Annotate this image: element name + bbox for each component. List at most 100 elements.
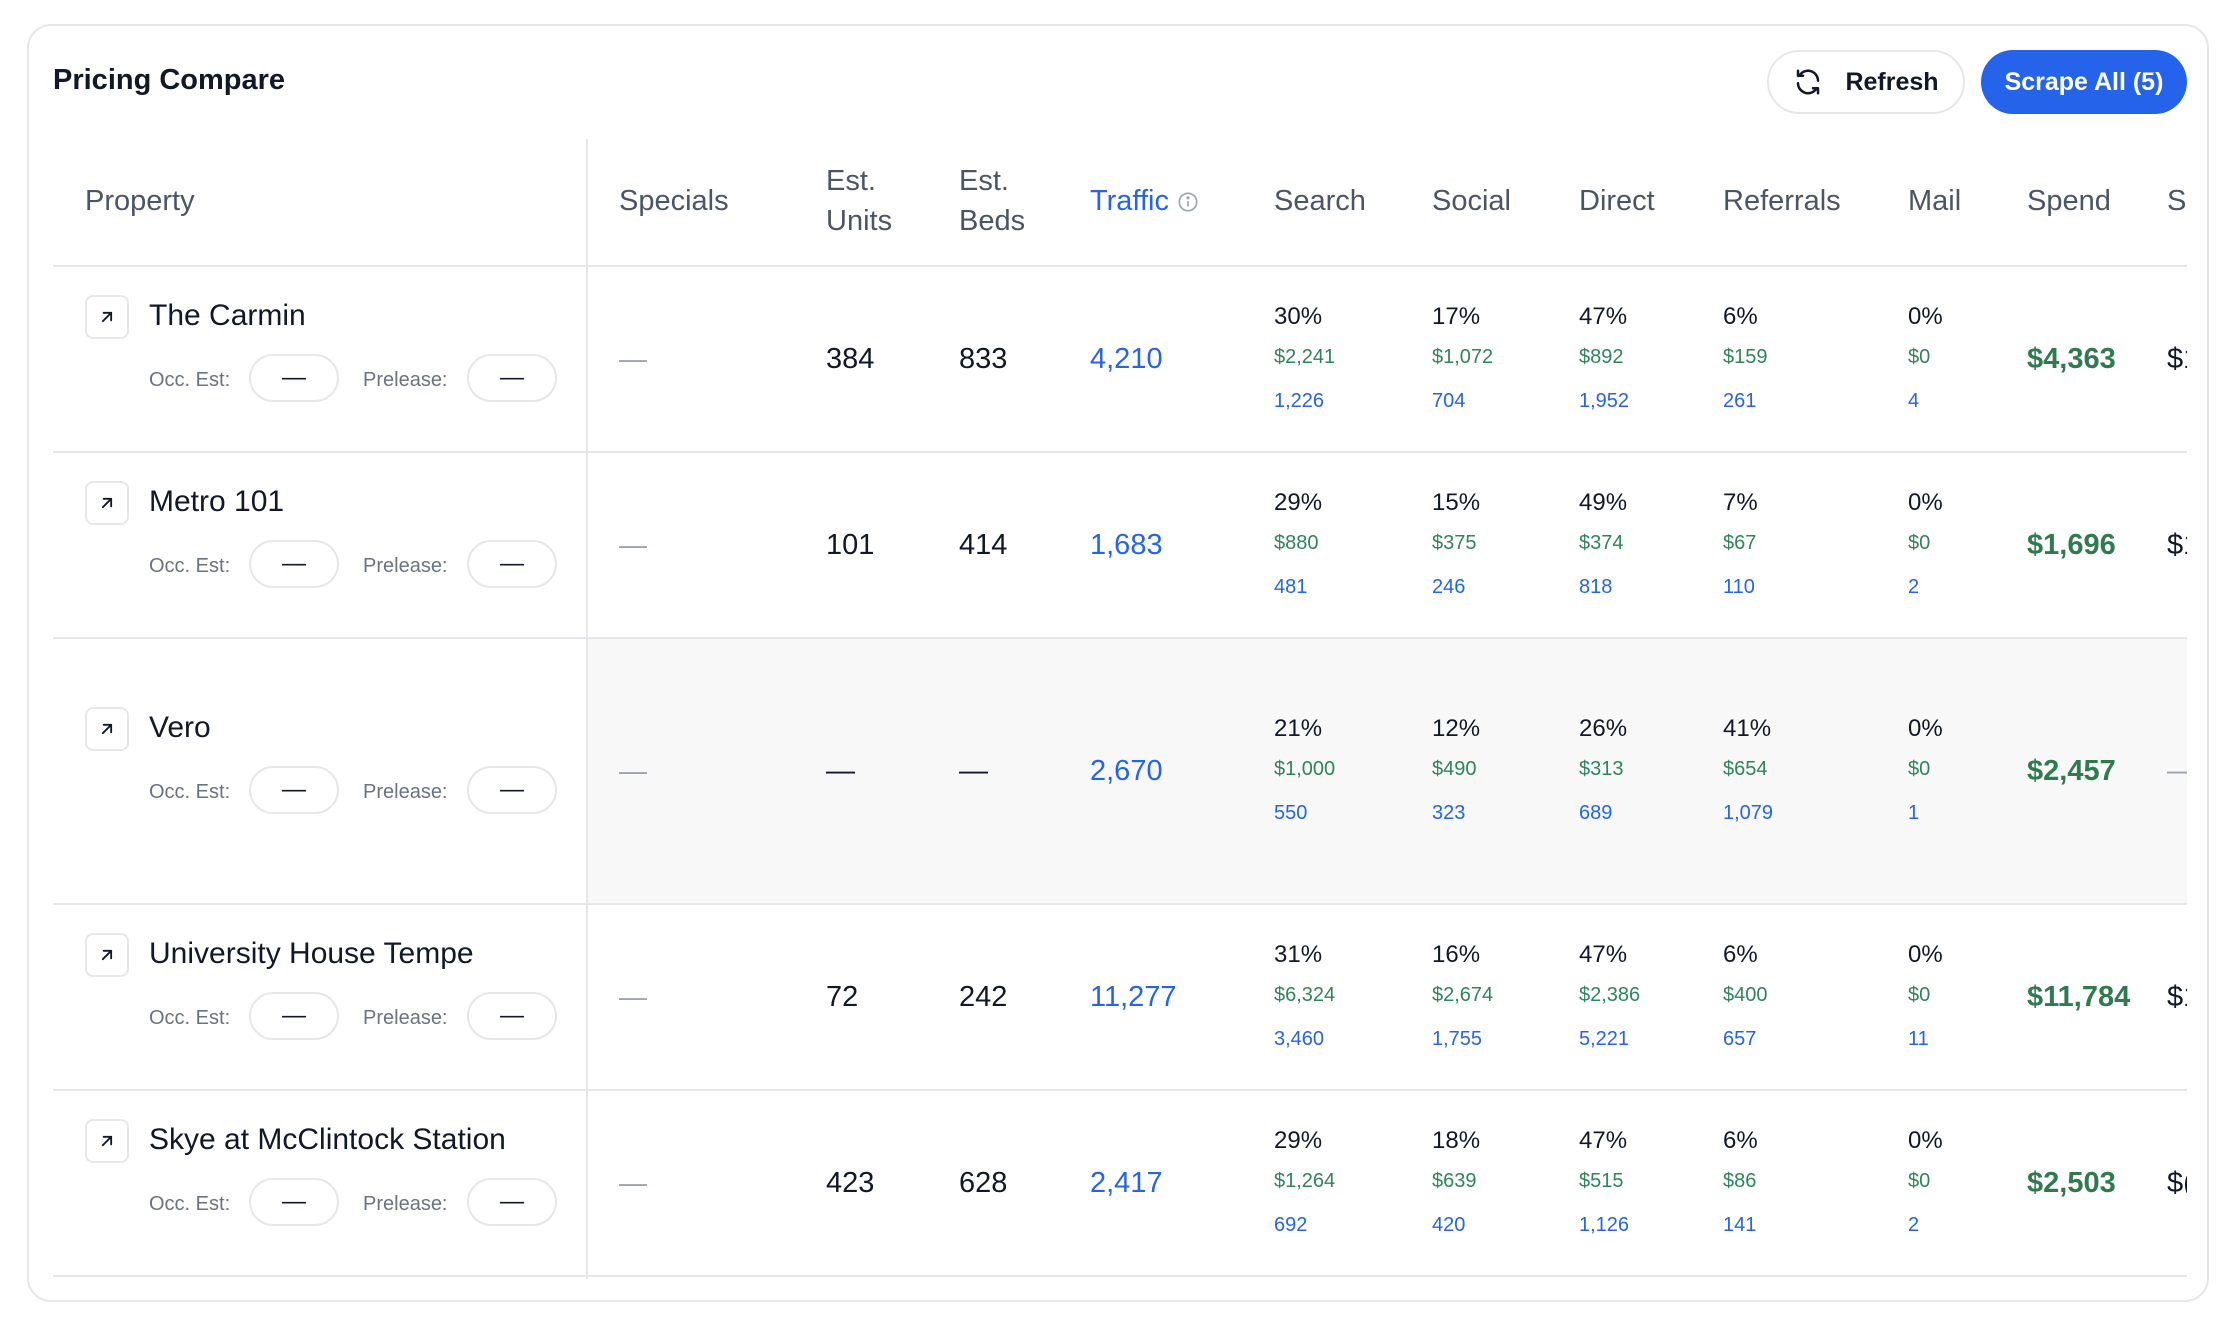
- referrals-traffic: 141: [1723, 1214, 1757, 1236]
- prelease-label: Prelease:: [363, 1007, 448, 1029]
- est-beds-value: 414: [959, 529, 1008, 561]
- est-units-value: —: [826, 755, 855, 787]
- arrow-up-right-icon: [101, 311, 113, 323]
- occ-est-field[interactable]: —: [249, 540, 339, 588]
- search-pct: 30%: [1274, 303, 1323, 330]
- search-spend: $2,241: [1274, 346, 1336, 368]
- property-column-divider: [586, 139, 588, 1279]
- header-referrals[interactable]: Referrals: [1723, 185, 1841, 217]
- referrals-pct: 7%: [1723, 489, 1758, 516]
- referrals-traffic: 657: [1723, 1028, 1757, 1050]
- occ-est-label: Occ. Est:: [149, 369, 231, 391]
- direct-pct: 47%: [1579, 303, 1628, 330]
- mail-traffic: 2: [1908, 576, 1920, 598]
- social-pct: 16%: [1432, 941, 1481, 968]
- direct-pct: 47%: [1579, 941, 1628, 968]
- header-search[interactable]: Search: [1274, 185, 1366, 217]
- header-specials[interactable]: Specials: [619, 185, 729, 217]
- table-header: Property Specials Est. Units Est. Beds T…: [53, 139, 2187, 267]
- traffic-value[interactable]: 2,670: [1090, 755, 1163, 787]
- traffic-value[interactable]: 2,417: [1090, 1167, 1163, 1199]
- prelease-field[interactable]: —: [467, 354, 557, 402]
- search-traffic: 550: [1274, 802, 1308, 824]
- direct-pct: 47%: [1579, 1127, 1628, 1154]
- arrow-up-right-icon: [101, 1135, 113, 1147]
- open-property-button[interactable]: [85, 707, 129, 751]
- search-spend: $6,324: [1274, 984, 1336, 1006]
- open-property-button[interactable]: [85, 1119, 129, 1163]
- referrals-traffic: 261: [1723, 390, 1757, 412]
- specials-value: —: [619, 529, 647, 560]
- occ-est-field[interactable]: —: [249, 1178, 339, 1226]
- traffic-value[interactable]: 11,277: [1090, 981, 1177, 1013]
- referrals-pct: 6%: [1723, 1127, 1758, 1154]
- refresh-button[interactable]: Refresh: [1767, 50, 1965, 114]
- info-icon[interactable]: [1177, 191, 1199, 213]
- mail-traffic: 11: [1908, 1028, 1929, 1050]
- traffic-value[interactable]: 1,683: [1090, 529, 1163, 561]
- header-extra[interactable]: S: [2167, 185, 2187, 217]
- direct-traffic: 689: [1579, 802, 1613, 824]
- mail-spend: $0: [1908, 984, 1931, 1006]
- est-beds-value: 628: [959, 1167, 1008, 1199]
- header-est-units[interactable]: Est. Units: [826, 161, 892, 241]
- property-name: The Carmin: [149, 299, 306, 332]
- occ-est-field[interactable]: —: [249, 354, 339, 402]
- extra-column-value: —: [2167, 755, 2187, 788]
- est-beds-value: 242: [959, 981, 1008, 1013]
- social-spend: $1,072: [1432, 346, 1494, 368]
- header-property[interactable]: Property: [85, 185, 195, 217]
- social-pct: 12%: [1432, 715, 1481, 742]
- scrape-all-button[interactable]: Scrape All (5): [1981, 50, 2187, 114]
- total-spend-value: $4,363: [2027, 343, 2116, 375]
- total-spend-value: $2,457: [2027, 755, 2116, 787]
- header-est-beds[interactable]: Est. Beds: [959, 161, 1025, 241]
- est-units-value: 384: [826, 343, 875, 375]
- header-est-beds-line1: Est.: [959, 165, 1009, 197]
- search-pct: 29%: [1274, 489, 1323, 516]
- header-direct[interactable]: Direct: [1579, 185, 1655, 217]
- mail-pct: 0%: [1908, 941, 1943, 968]
- prelease-field[interactable]: —: [467, 540, 557, 588]
- header-mail[interactable]: Mail: [1908, 185, 1962, 217]
- total-spend-value: $2,503: [2027, 1167, 2116, 1199]
- referrals-spend: $654: [1723, 758, 1768, 780]
- open-property-button[interactable]: [85, 295, 129, 339]
- header-traffic[interactable]: Traffic: [1090, 181, 1199, 221]
- prelease-field[interactable]: —: [467, 992, 557, 1040]
- occ-est-label: Occ. Est:: [149, 1193, 231, 1215]
- search-traffic: 3,460: [1274, 1028, 1325, 1050]
- refresh-label: Refresh: [1845, 67, 1939, 96]
- extra-column-value: $1: [2167, 529, 2187, 561]
- social-pct: 17%: [1432, 303, 1481, 330]
- arrow-up-right-icon: [101, 949, 113, 961]
- social-pct: 18%: [1432, 1127, 1481, 1154]
- header-est-beds-line2: Beds: [959, 205, 1026, 237]
- occ-est-label: Occ. Est:: [149, 555, 231, 577]
- search-spend: $1,000: [1274, 758, 1336, 780]
- prelease-field[interactable]: —: [467, 1178, 557, 1226]
- occ-est-field[interactable]: —: [249, 992, 339, 1040]
- search-pct: 31%: [1274, 941, 1323, 968]
- table-row: Skye at McClintock Station Occ. Est: — Prel…: [53, 1091, 2187, 1277]
- extra-column-value: $1: [2167, 343, 2187, 375]
- social-spend: $490: [1432, 758, 1477, 780]
- est-units-value: 423: [826, 1167, 875, 1199]
- prelease-field[interactable]: —: [467, 766, 557, 814]
- open-property-button[interactable]: [85, 933, 129, 977]
- prelease-label: Prelease:: [363, 369, 448, 391]
- arrow-up-right-icon: [101, 723, 113, 735]
- mail-spend: $0: [1908, 1170, 1931, 1192]
- pricing-compare-card: Pricing Compare Refresh Scrape All (5) P…: [27, 24, 2209, 1302]
- header-spend[interactable]: Spend: [2027, 185, 2111, 217]
- traffic-value[interactable]: 4,210: [1090, 343, 1163, 375]
- header-social[interactable]: Social: [1432, 185, 1511, 217]
- open-property-button[interactable]: [85, 481, 129, 525]
- est-units-value: 101: [826, 529, 875, 561]
- social-traffic: 420: [1432, 1214, 1466, 1236]
- total-spend-value: $11,784: [2027, 981, 2131, 1013]
- occ-est-field[interactable]: —: [249, 766, 339, 814]
- est-beds-value: —: [959, 755, 988, 787]
- referrals-traffic: 1,079: [1723, 802, 1774, 824]
- property-name: Metro 101: [149, 485, 285, 518]
